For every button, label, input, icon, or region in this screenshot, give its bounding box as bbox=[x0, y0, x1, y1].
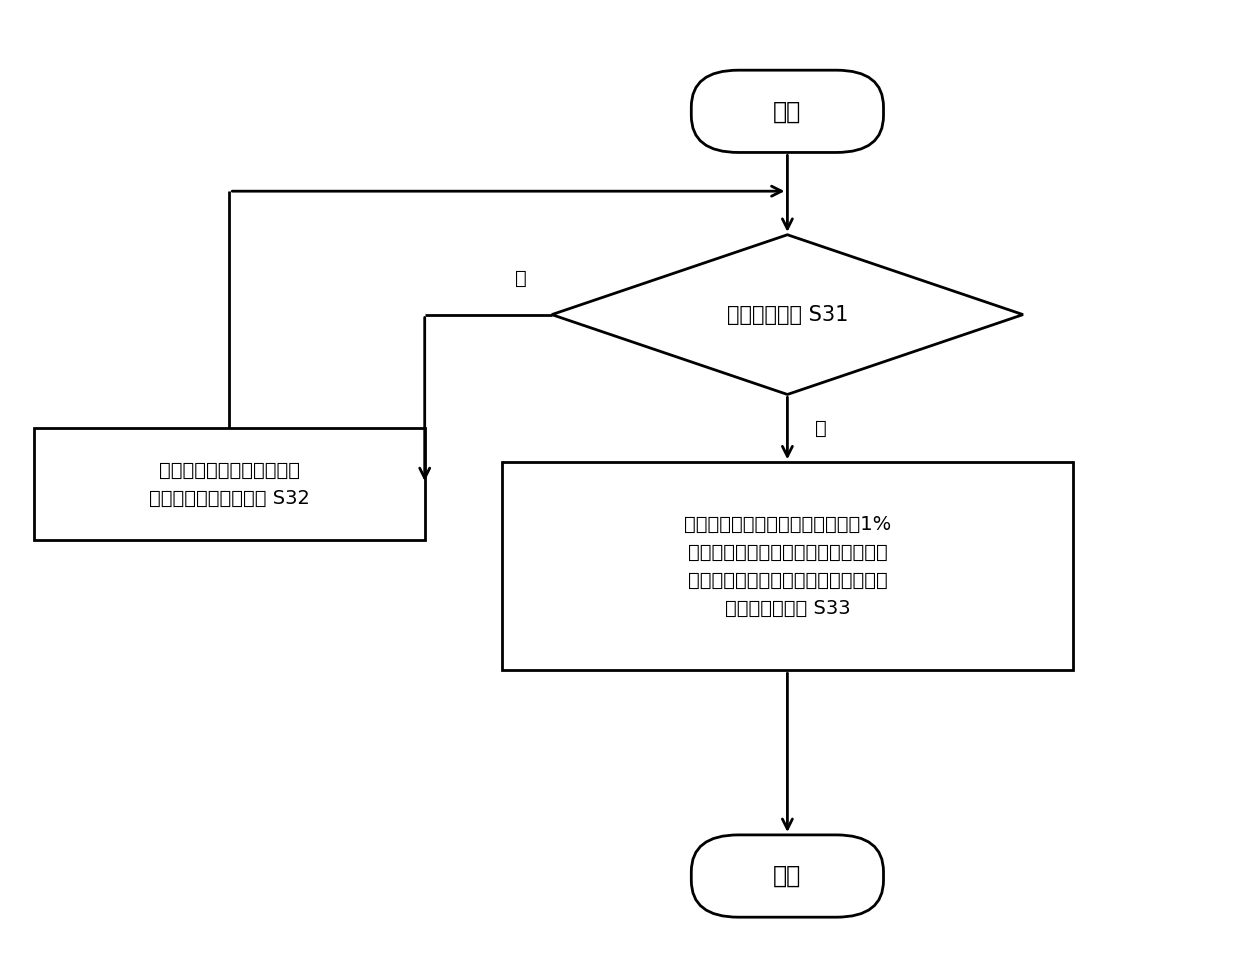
Text: 根据当前电量与预设充电恒
流系数获得均匀化电量 S32: 根据当前电量与预设充电恒 流系数获得均匀化电量 S32 bbox=[149, 461, 310, 507]
Text: 否: 否 bbox=[516, 268, 527, 287]
Text: 结束: 结束 bbox=[774, 864, 801, 888]
FancyBboxPatch shape bbox=[692, 71, 883, 152]
FancyBboxPatch shape bbox=[502, 463, 1073, 670]
Polygon shape bbox=[552, 234, 1023, 394]
Text: 获取在恒压阶段均匀化电量每上升1%
时充电电流下降的幅度，根据当前充电
电流与进入恒压阶段的初始电流的差值
输出均匀化电量 S33: 获取在恒压阶段均匀化电量每上升1% 时充电电流下降的幅度，根据当前充电 电流与进… bbox=[683, 515, 892, 618]
Text: 是: 是 bbox=[815, 419, 826, 438]
FancyBboxPatch shape bbox=[33, 428, 424, 539]
Text: 开始: 开始 bbox=[774, 100, 801, 123]
FancyBboxPatch shape bbox=[692, 834, 883, 918]
Text: 进入恒压阶段 S31: 进入恒压阶段 S31 bbox=[727, 305, 848, 324]
